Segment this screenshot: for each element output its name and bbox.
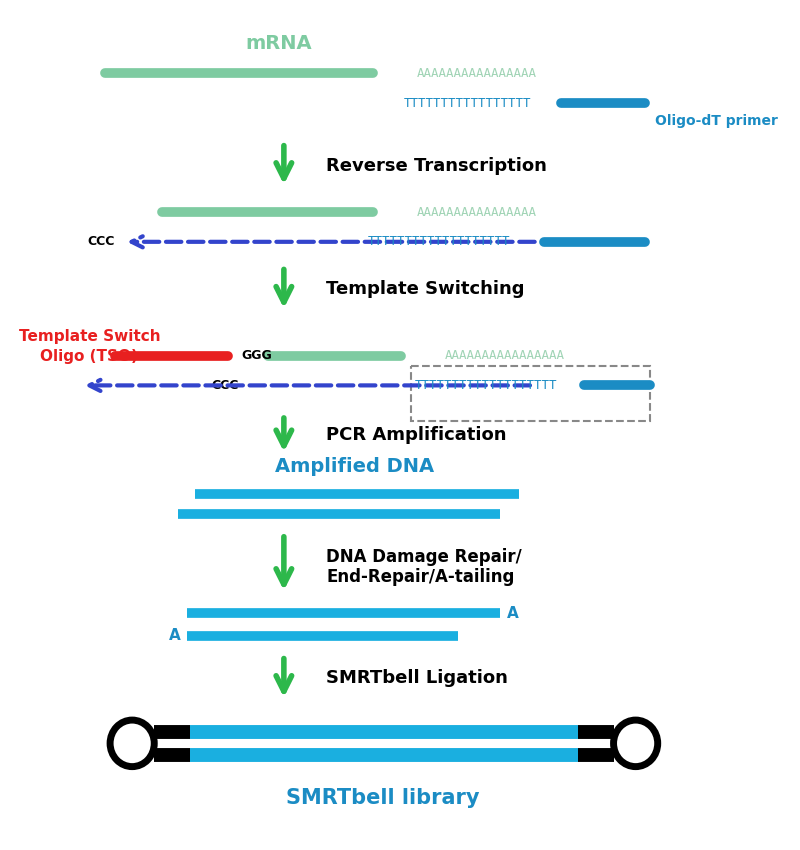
- Text: SMRTbell library: SMRTbell library: [286, 788, 479, 808]
- Text: CCC: CCC: [87, 235, 114, 248]
- Text: Template Switch: Template Switch: [18, 329, 160, 344]
- Text: DNA Damage Repair/: DNA Damage Repair/: [326, 547, 522, 566]
- Text: GGG: GGG: [242, 349, 272, 362]
- Text: Oligo (TSO): Oligo (TSO): [41, 348, 138, 364]
- Text: AAAAAAAAAAAAAAAA: AAAAAAAAAAAAAAAA: [445, 349, 565, 362]
- Text: Oligo-dT primer: Oligo-dT primer: [655, 114, 778, 128]
- Text: End-Repair/A-tailing: End-Repair/A-tailing: [326, 568, 514, 586]
- Text: PCR Amplification: PCR Amplification: [326, 426, 506, 444]
- Text: Reverse Transcription: Reverse Transcription: [326, 156, 547, 174]
- Text: mRNA: mRNA: [246, 34, 313, 53]
- Text: CCC: CCC: [211, 379, 238, 392]
- Text: TTTTTTTTTTTTTTTTT: TTTTTTTTTTTTTTTTT: [403, 97, 530, 110]
- Text: Template Switching: Template Switching: [326, 280, 525, 298]
- Text: AAAAAAAAAAAAAAAA: AAAAAAAAAAAAAAAA: [417, 206, 537, 218]
- Text: TTTTTTTTTTTTTTTTTTT: TTTTTTTTTTTTTTTTTTT: [414, 379, 557, 392]
- Text: A: A: [169, 628, 181, 643]
- Text: SMRTbell Ligation: SMRTbell Ligation: [326, 668, 508, 687]
- Text: A: A: [506, 606, 518, 620]
- Text: AAAAAAAAAAAAAAAA: AAAAAAAAAAAAAAAA: [417, 67, 537, 80]
- Text: TTTTTTTTTTTTTTTTTTT: TTTTTTTTTTTTTTTTTTT: [368, 235, 510, 248]
- Text: Amplified DNA: Amplified DNA: [274, 456, 434, 475]
